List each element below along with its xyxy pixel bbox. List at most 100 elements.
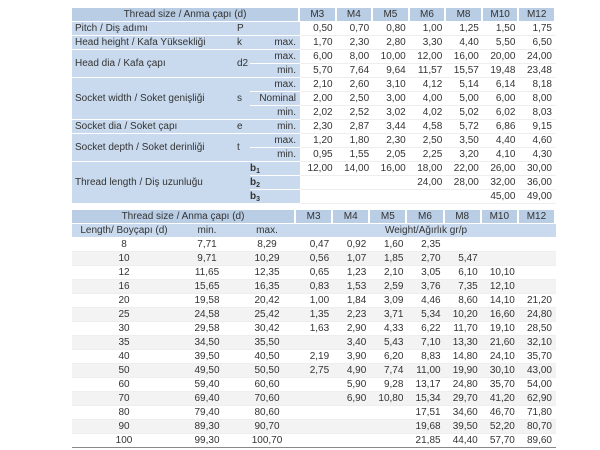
subheader: max.: [238, 224, 297, 238]
column-header: M12: [518, 210, 556, 224]
weight-cell: 80,70: [518, 420, 556, 434]
qualifier: [250, 22, 301, 36]
weights-table: Thread size / Anma çapı (d) M3 M4 M5 M6 M8 M10…: [72, 210, 556, 448]
table-row: 30 29,58 30,42 1,63 2,90 4,33 6,22 11,70 19,10 28…: [72, 322, 556, 336]
weight-cell: 4,90: [333, 364, 371, 378]
tolerance-cell: 7,71: [176, 238, 238, 252]
value-cell: 16,00: [446, 50, 483, 64]
value-cell: 20,00: [482, 50, 520, 64]
property-label: Socket depth / Soket derinliği: [72, 134, 234, 162]
value-cell: 0,80: [373, 22, 410, 36]
weight-cell: [370, 406, 408, 420]
column-header: M4: [333, 210, 371, 224]
table-row: Socket dia / Soket çapı e min. 2,30 2,87 3,44…: [72, 120, 556, 134]
tolerance-cell: 30,42: [238, 322, 297, 336]
column-header: M6: [409, 8, 447, 22]
length-cell: 20: [72, 294, 176, 308]
value-cell: [300, 176, 337, 190]
weight-cell: 3,05: [407, 266, 445, 280]
value-cell: 1,80: [336, 134, 374, 148]
weight-cell: 2,23: [333, 308, 371, 322]
property-label: Socket width / Soket genişliği: [72, 78, 234, 120]
property-symbol: d2: [234, 50, 250, 78]
qualifier: min.: [250, 120, 301, 134]
value-cell: 2,30: [373, 134, 410, 148]
table-row: b2 24,00 28,00 32,00 36,00: [72, 176, 556, 190]
weight-cell: 1,85: [370, 252, 408, 266]
value-cell: 5,02: [446, 106, 483, 120]
value-cell: [446, 190, 483, 204]
value-cell: 2,80: [373, 36, 410, 50]
table-row: 50 49,50 50,50 2,75 4,90 7,74 11,00 19,90 30,10 4…: [72, 364, 556, 378]
weight-cell: 1,63: [296, 322, 334, 336]
column-header: M10: [482, 8, 520, 22]
weight-cell: 1,53: [333, 280, 371, 294]
value-cell: 45,00: [482, 190, 520, 204]
weight-cell: 46,70: [481, 406, 519, 420]
tolerance-cell: 89,30: [176, 420, 238, 434]
weight-cell: 8,83: [407, 350, 445, 364]
column-header: M5: [370, 210, 408, 224]
tolerance-cell: 19,58: [176, 294, 238, 308]
weight-cell: 21,85: [407, 434, 445, 448]
tolerance-cell: 39,50: [176, 350, 238, 364]
weight-cell: 6,20: [370, 350, 408, 364]
weight-cell: 21,60: [481, 336, 519, 350]
property-label: Head dia / Kafa çapı: [72, 50, 234, 78]
header-row: Thread size / Anma çapı (d) M3 M4 M5 M6 M8 M10…: [72, 210, 556, 224]
value-cell: 10,00: [373, 50, 410, 64]
table-row: Head dia / Kafa çapı d2 max. 6,00 8,00 10,00 1…: [72, 50, 556, 78]
weight-cell: [296, 378, 334, 392]
weight-cell: 5,90: [333, 378, 371, 392]
table-row: Socket width / Soket genişliği s max. 2,10 2…: [72, 78, 556, 120]
table-row: 70 69,40 70,60 6,90 10,80 15,34 29,70 41,20 62,9…: [72, 392, 556, 406]
value-cell: 23,48: [519, 64, 556, 78]
tolerance-cell: 99,30: [176, 434, 238, 448]
weight-cell: 54,00: [518, 378, 556, 392]
weight-cell: 71,80: [518, 406, 556, 420]
value-cell: 15,57: [446, 64, 483, 78]
value-cell: 5,50: [482, 36, 520, 50]
weight-cell: 5,47: [444, 252, 482, 266]
value-cell: 9,15: [519, 120, 556, 134]
weight-cell: 3,90: [333, 350, 371, 364]
value-cell: 16,00: [373, 162, 410, 176]
qualifier: max.: [250, 50, 301, 64]
weight-cell: 10,10: [481, 266, 519, 280]
value-cell: 30,00: [519, 162, 556, 176]
value-cell: 11,57: [409, 64, 447, 78]
column-header: M8: [446, 8, 483, 22]
property-symbol: k: [234, 36, 250, 50]
value-cell: 6,00: [482, 92, 520, 106]
value-cell: 5,00: [446, 92, 483, 106]
property-symbol: t: [234, 134, 250, 162]
weight-cell: [333, 420, 371, 434]
value-cell: 6,00: [300, 50, 337, 64]
value-cell: 2,52: [336, 106, 374, 120]
table-row: min. 0,95 1,55 2,05 2,25 3,20 4,10 4,30: [72, 148, 556, 162]
weight-cell: 1,07: [333, 252, 371, 266]
length-cell: 100: [72, 434, 176, 448]
value-cell: 4,58: [409, 120, 447, 134]
weight-cell: 10,20: [444, 308, 482, 322]
weight-cell: 15,34: [407, 392, 445, 406]
subscript: 1: [256, 168, 261, 175]
weight-cell: 13,30: [444, 336, 482, 350]
weight-cell: 11,70: [444, 322, 482, 336]
table-row: Thread length / Diş uzunluğu b1 12,00 14,00…: [72, 162, 556, 204]
weight-cell: 1,00: [296, 294, 334, 308]
table-row: 8 7,71 8,29 0,47 0,92 1,60 2,35: [72, 238, 556, 252]
length-cell: 90: [72, 420, 176, 434]
weight-cell: 2,10: [370, 266, 408, 280]
header-row: Thread size / Anma çapı (d) M3 M4 M5 M6 M8 M10…: [72, 8, 556, 22]
table-row: b3 45,00 49,00: [72, 190, 556, 204]
value-cell: 14,00: [336, 162, 374, 176]
value-cell: 2,30: [336, 36, 374, 50]
table-row: 90 89,30 90,70 19,68 39,50 52,20 80,70: [72, 420, 556, 434]
value-cell: 12,00: [300, 162, 337, 176]
tolerance-cell: 15,65: [176, 280, 238, 294]
subheader: Length/ Boyçapı (d): [72, 224, 176, 238]
table-row: Pitch / Diş adımı P 0,50 0,70 0,80 1,00 1,25 1,…: [72, 22, 556, 36]
tolerance-cell: 8,29: [238, 238, 297, 252]
value-cell: 6,86: [482, 120, 520, 134]
